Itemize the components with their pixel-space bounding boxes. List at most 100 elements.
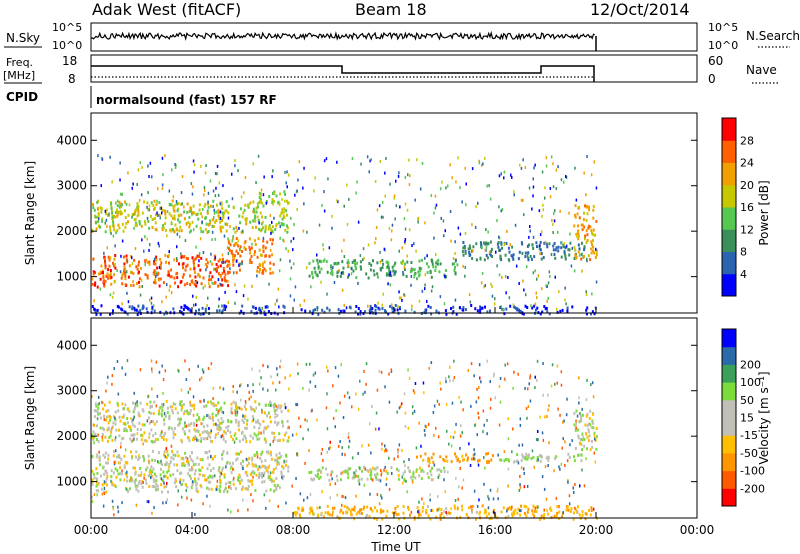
echo-cell [381, 517, 384, 521]
echo-cell [267, 365, 269, 369]
echo-cell [234, 283, 236, 287]
echo-cell [353, 508, 356, 512]
echo-cell [534, 386, 536, 390]
echo-cell [257, 219, 260, 222]
echo-cell [593, 160, 595, 164]
echo-cell [196, 428, 199, 432]
echo-cell [116, 204, 119, 208]
echo-cell [574, 447, 577, 450]
echo-cell [219, 229, 222, 233]
echo-cell [377, 306, 380, 310]
echo-cell [500, 458, 503, 462]
echo-cell [242, 498, 244, 502]
echo-cell [513, 190, 515, 194]
echo-cell [278, 451, 281, 455]
echo-cell [214, 268, 217, 272]
echo-cell [341, 452, 343, 456]
echo-cell [420, 477, 423, 481]
echo-cell [194, 513, 196, 516]
echo-cell [492, 497, 495, 501]
echo-cell [590, 312, 592, 316]
echo-cell [391, 306, 394, 310]
echo-cell [159, 266, 162, 270]
echo-cell [151, 470, 154, 474]
echo-cell [104, 455, 106, 459]
echo-cell [515, 459, 518, 463]
echo-cell [309, 380, 312, 384]
echo-cell [265, 427, 268, 430]
echo-cell [99, 474, 102, 478]
echo-cell [265, 200, 268, 203]
noise-left-tick-top: 10^5 [52, 21, 82, 34]
echo-cell [224, 290, 226, 294]
echo-cell [219, 225, 222, 229]
echo-cell [588, 508, 590, 512]
echo-cell [539, 240, 542, 244]
echo-cell [489, 380, 491, 384]
echo-cell [138, 280, 140, 284]
echo-cell [398, 406, 401, 410]
echo-cell [201, 430, 204, 434]
echo-cell [247, 479, 250, 483]
echo-cell [217, 424, 220, 427]
echo-cell [377, 301, 379, 305]
echo-cell [97, 154, 99, 158]
echo-cell [540, 252, 543, 256]
echo-cell [580, 257, 583, 261]
echo-cell [104, 403, 106, 407]
echo-cell [163, 453, 165, 457]
echo-cell [316, 253, 318, 257]
echo-cell [184, 432, 186, 436]
echo-cell [496, 242, 499, 246]
echo-cell [449, 511, 452, 515]
echo-cell [213, 455, 216, 458]
echo-cell [97, 211, 100, 215]
echo-cell [99, 463, 102, 467]
echo-cell [316, 308, 319, 312]
echo-cell [267, 227, 270, 231]
echo-cell [103, 251, 105, 255]
echo-cell [193, 267, 196, 271]
echo-cell [578, 420, 581, 424]
echo-cell [281, 208, 284, 212]
echo-cell [567, 480, 569, 484]
echo-cell [593, 431, 596, 435]
echo-cell [244, 218, 247, 222]
echo-cell [94, 221, 97, 225]
echo-cell [150, 465, 153, 469]
echo-cell [251, 242, 253, 246]
echo-cell [336, 199, 338, 203]
echo-cell [91, 395, 93, 398]
echo-cell [455, 455, 458, 459]
echo-cell [369, 468, 372, 471]
echo-cell [420, 267, 423, 271]
echo-cell [411, 269, 413, 273]
echo-cell [279, 258, 282, 262]
echo-cell [284, 170, 286, 174]
echo-cell [282, 475, 285, 478]
echo-cell [126, 291, 128, 295]
echo-cell [268, 254, 271, 258]
echo-cell [278, 269, 281, 273]
echo-cell [407, 426, 410, 430]
echo-cell [201, 368, 204, 372]
echo-cell [141, 434, 144, 438]
echo-cell [568, 248, 571, 252]
echo-cell [179, 309, 182, 313]
echo-cell [388, 372, 390, 376]
echo-cell [513, 512, 515, 516]
echo-cell [381, 442, 383, 446]
echo-cell [97, 213, 100, 217]
echo-cell [113, 257, 116, 261]
echo-cell [206, 209, 209, 213]
echo-cell [475, 205, 477, 209]
echo-cell [274, 228, 277, 231]
echo-cell [269, 214, 272, 218]
echo-cell [239, 384, 241, 388]
echo-cell [134, 224, 137, 227]
echo-cell [135, 455, 137, 459]
echo-cell [471, 223, 473, 227]
echo-cell [468, 254, 471, 257]
echo-cell [429, 306, 432, 309]
echo-cell [111, 426, 113, 430]
